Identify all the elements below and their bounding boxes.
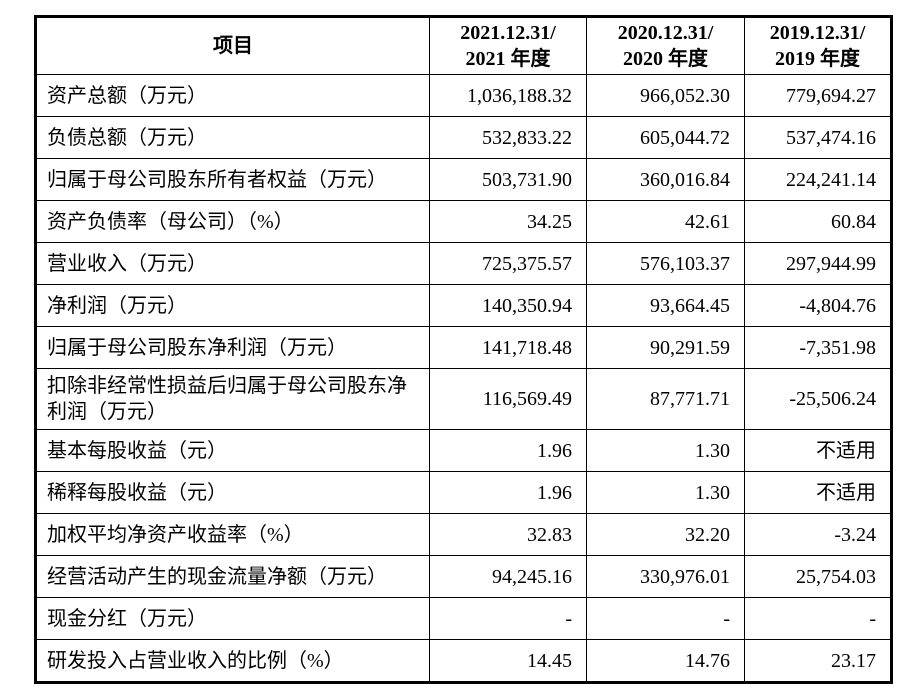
value-2021: 1,036,188.32 (429, 74, 587, 117)
value-2019: -7,351.98 (744, 326, 892, 369)
row-label: 归属于母公司股东净利润（万元） (35, 326, 430, 369)
value-2021: 14.45 (429, 639, 587, 683)
table-header: 项目 2021.12.31/ 2021 年度 2020.12.31/ 2020 … (35, 16, 892, 75)
row-label: 加权平均净资产收益率（%） (35, 513, 430, 556)
value-2020: 966,052.30 (586, 74, 745, 117)
table-row: 经营活动产生的现金流量净额（万元） 94,245.16 330,976.01 25,7… (35, 555, 892, 598)
header-row: 项目 2021.12.31/ 2021 年度 2020.12.31/ 2020 … (35, 16, 892, 75)
value-2020: 360,016.84 (586, 158, 745, 201)
value-2020: 1.30 (586, 429, 745, 472)
value-2020: 32.20 (586, 513, 745, 556)
header-period-2021: 2021.12.31/ 2021 年度 (429, 16, 587, 75)
value-2019: - (744, 597, 892, 640)
value-2020: 330,976.01 (586, 555, 745, 598)
table-row: 净利润（万元） 140,350.94 93,664.45 -4,804.76 (35, 284, 892, 327)
row-label: 基本每股收益（元） (35, 429, 430, 472)
table-row: 扣除非经常性损益后归属于母公司股东净利润（万元） 116,569.49 87,771… (35, 368, 892, 430)
financial-summary-table-container: 项目 2021.12.31/ 2021 年度 2020.12.31/ 2020 … (34, 15, 893, 684)
value-2021: 725,375.57 (429, 242, 587, 285)
value-2021: 532,833.22 (429, 116, 587, 159)
value-2019: 537,474.16 (744, 116, 892, 159)
value-2020: 93,664.45 (586, 284, 745, 327)
table-row: 归属于母公司股东净利润（万元） 141,718.48 90,291.59 -7,351… (35, 326, 892, 369)
row-label: 现金分红（万元） (35, 597, 430, 640)
row-label: 净利润（万元） (35, 284, 430, 327)
value-2019: 297,944.99 (744, 242, 892, 285)
table-row: 研发投入占营业收入的比例（%） 14.45 14.76 23.17 (35, 639, 892, 683)
value-2020: 42.61 (586, 200, 745, 243)
value-2021: 1.96 (429, 471, 587, 514)
value-2020: 14.76 (586, 639, 745, 683)
value-2020: - (586, 597, 745, 640)
value-2019: -25,506.24 (744, 368, 892, 430)
value-2021: 32.83 (429, 513, 587, 556)
row-label: 归属于母公司股东所有者权益（万元） (35, 158, 430, 201)
value-2021: 116,569.49 (429, 368, 587, 430)
value-2021: 34.25 (429, 200, 587, 243)
value-2019: -4,804.76 (744, 284, 892, 327)
table-row: 负债总额（万元） 532,833.22 605,044.72 537,474.16 (35, 116, 892, 159)
value-2021: 1.96 (429, 429, 587, 472)
value-2020: 576,103.37 (586, 242, 745, 285)
value-2019: 60.84 (744, 200, 892, 243)
value-2019: 不适用 (744, 429, 892, 472)
table-row: 资产负债率（母公司）（%） 34.25 42.61 60.84 (35, 200, 892, 243)
row-label: 稀释每股收益（元） (35, 471, 430, 514)
financial-summary-table: 项目 2021.12.31/ 2021 年度 2020.12.31/ 2020 … (34, 15, 893, 684)
header-period-2019: 2019.12.31/ 2019 年度 (744, 16, 892, 75)
header-item-label: 项目 (35, 16, 430, 75)
value-2019: 224,241.14 (744, 158, 892, 201)
value-2020: 90,291.59 (586, 326, 745, 369)
value-2019: 25,754.03 (744, 555, 892, 598)
row-label: 负债总额（万元） (35, 116, 430, 159)
value-2019: 不适用 (744, 471, 892, 514)
table-row: 基本每股收益（元） 1.96 1.30 不适用 (35, 429, 892, 472)
table-row: 归属于母公司股东所有者权益（万元） 503,731.90 360,016.84 224… (35, 158, 892, 201)
header-period-2020: 2020.12.31/ 2020 年度 (586, 16, 745, 75)
value-2019: 23.17 (744, 639, 892, 683)
row-label: 研发投入占营业收入的比例（%） (35, 639, 430, 683)
value-2021: - (429, 597, 587, 640)
row-label: 营业收入（万元） (35, 242, 430, 285)
value-2019: -3.24 (744, 513, 892, 556)
value-2021: 94,245.16 (429, 555, 587, 598)
row-label: 经营活动产生的现金流量净额（万元） (35, 555, 430, 598)
row-label: 扣除非经常性损益后归属于母公司股东净利润（万元） (35, 368, 430, 430)
table-row: 资产总额（万元） 1,036,188.32 966,052.30 779,694.27 (35, 74, 892, 117)
value-2021: 141,718.48 (429, 326, 587, 369)
value-2019: 779,694.27 (744, 74, 892, 117)
value-2021: 503,731.90 (429, 158, 587, 201)
table-row: 现金分红（万元） - - - (35, 597, 892, 640)
table-body: 资产总额（万元） 1,036,188.32 966,052.30 779,694.27… (35, 74, 892, 683)
table-row: 加权平均净资产收益率（%） 32.83 32.20 -3.24 (35, 513, 892, 556)
row-label: 资产总额（万元） (35, 74, 430, 117)
value-2020: 87,771.71 (586, 368, 745, 430)
table-row: 营业收入（万元） 725,375.57 576,103.37 297,944.99 (35, 242, 892, 285)
value-2020: 605,044.72 (586, 116, 745, 159)
value-2020: 1.30 (586, 471, 745, 514)
row-label: 资产负债率（母公司）（%） (35, 200, 430, 243)
table-row: 稀释每股收益（元） 1.96 1.30 不适用 (35, 471, 892, 514)
value-2021: 140,350.94 (429, 284, 587, 327)
